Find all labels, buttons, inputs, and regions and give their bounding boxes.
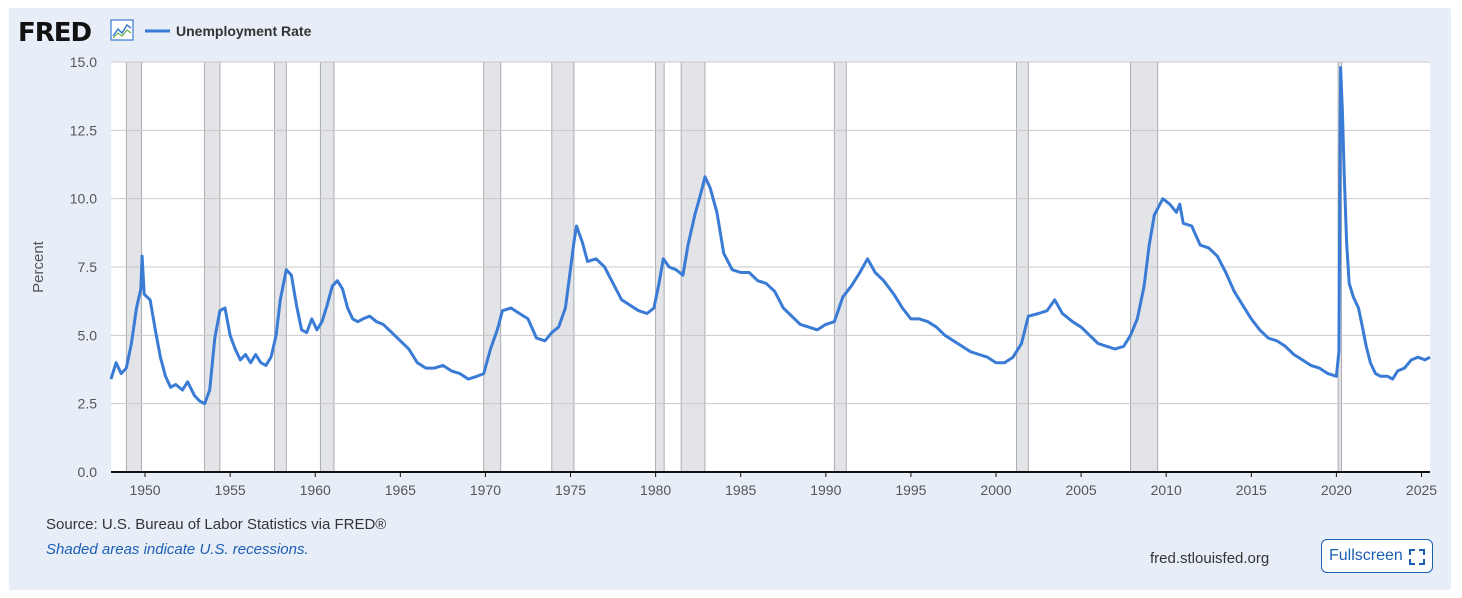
y-tick-label-2.5: 2.5 bbox=[78, 396, 98, 412]
x-tick-label-1985: 1985 bbox=[725, 482, 756, 498]
x-tick-label-2010: 2010 bbox=[1151, 482, 1182, 498]
y-tick-label-12.5: 12.5 bbox=[70, 122, 97, 138]
y-tick-label-7.5: 7.5 bbox=[78, 259, 98, 275]
x-axis: 1950 1955 1960 1965 1970 1975 1980 1985 1990 1995… bbox=[129, 472, 1437, 498]
grid-lines bbox=[111, 61, 1430, 405]
y-tick-label-15.0: 15.0 bbox=[70, 54, 97, 70]
x-tick-label-1950: 1950 bbox=[129, 482, 160, 498]
site-link[interactable]: fred.stlouisfed.org bbox=[1150, 550, 1270, 567]
x-tick-label-2000: 2000 bbox=[980, 482, 1011, 498]
x-tick-label-1980: 1980 bbox=[640, 482, 671, 498]
recession-note: Shaded areas indicate U.S. recessions. bbox=[46, 541, 309, 558]
x-tick-label-1970: 1970 bbox=[470, 482, 501, 498]
x-tick-label-2020: 2020 bbox=[1321, 482, 1352, 498]
fullscreen-label: Fullscreen bbox=[1329, 547, 1403, 564]
y-axis-title: Percent bbox=[30, 240, 47, 293]
y-tick-label-10.0: 10.0 bbox=[70, 191, 97, 207]
x-tick-label-1955: 1955 bbox=[215, 482, 246, 498]
y-tick-label-5.0: 5.0 bbox=[78, 327, 98, 343]
fullscreen-button[interactable]: Fullscreen bbox=[1321, 539, 1433, 573]
legend-label[interactable]: Unemployment Rate bbox=[176, 23, 312, 39]
x-tick-label-2005: 2005 bbox=[1066, 482, 1097, 498]
x-tick-label-1960: 1960 bbox=[300, 482, 331, 498]
x-tick-label-1975: 1975 bbox=[555, 482, 586, 498]
x-tick-label-1995: 1995 bbox=[895, 482, 926, 498]
line-graph-icon bbox=[110, 19, 134, 41]
x-tick-label-2015: 2015 bbox=[1236, 482, 1267, 498]
source-text: Source: U.S. Bureau of Labor Statistics … bbox=[46, 516, 387, 533]
x-tick-label-1965: 1965 bbox=[385, 482, 416, 498]
x-tick-label-1990: 1990 bbox=[810, 482, 841, 498]
fred-logo[interactable]: FRED bbox=[18, 18, 93, 48]
x-tick-label-2025: 2025 bbox=[1406, 482, 1437, 498]
y-axis: 0.0 2.5 5.0 7.5 10.0 12.5 15.0 bbox=[70, 54, 97, 480]
expand-icon bbox=[1409, 549, 1425, 565]
y-tick-label-0.0: 0.0 bbox=[78, 464, 98, 480]
unemployment-rate-line[interactable] bbox=[109, 66, 1431, 406]
